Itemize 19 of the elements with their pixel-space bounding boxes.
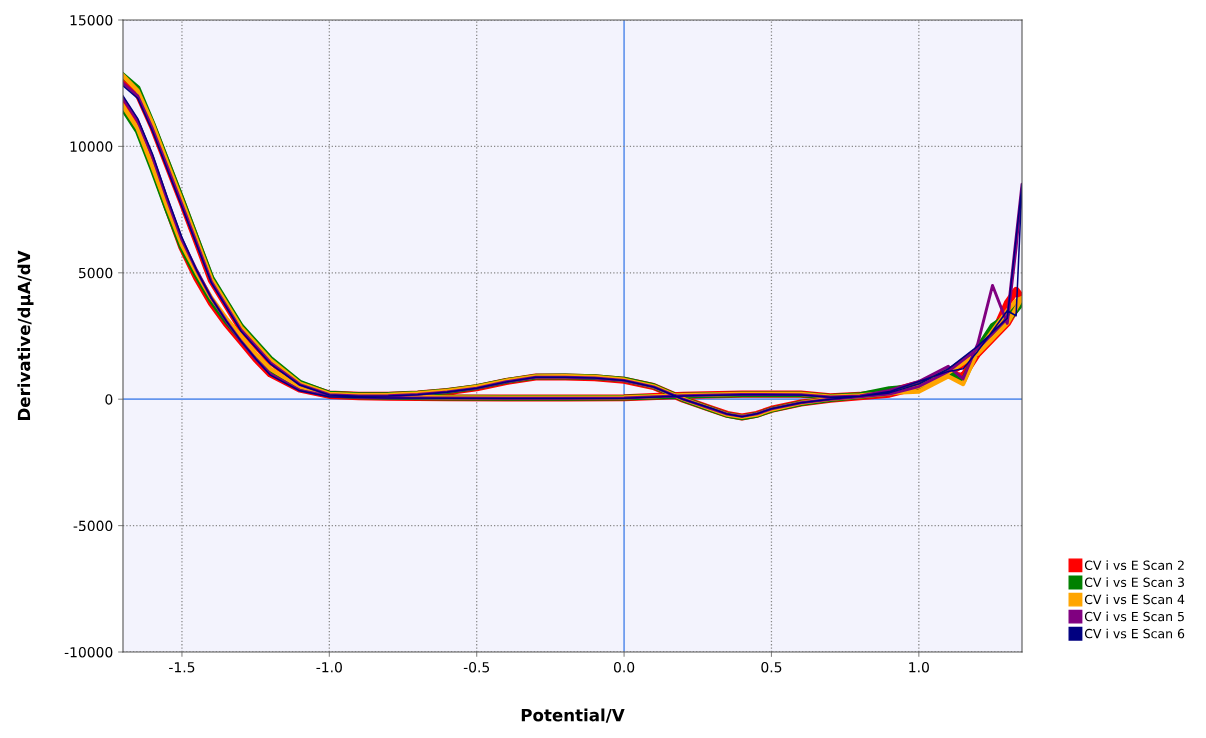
y-tick-label: 5000 bbox=[79, 267, 113, 279]
x-tick-label: -0.5 bbox=[463, 661, 490, 673]
y-tick-label: -10000 bbox=[64, 646, 113, 658]
x-tick-label: 0.0 bbox=[613, 661, 635, 673]
y-tick-label: 0 bbox=[105, 394, 113, 405]
legend-label: CV i vs E Scan 3 bbox=[1084, 577, 1184, 588]
legend-label: CV i vs E Scan 2 bbox=[1084, 560, 1184, 570]
y-tick-label: 10000 bbox=[70, 141, 113, 152]
x-tick-label: 1.0 bbox=[909, 661, 929, 673]
legend-label: CV i vs E Scan 4 bbox=[1084, 594, 1185, 605]
legend-label: CV i vs E Scan 5 bbox=[1084, 611, 1184, 622]
x-tick-label: -1.5 bbox=[169, 662, 195, 673]
x-tick-label: 0.5 bbox=[761, 661, 782, 673]
legend-label: CV i vs E Scan 6 bbox=[1084, 628, 1185, 639]
y-tick-label: 15000 bbox=[70, 14, 113, 26]
y-axis-title: Derivative/dµA/dV bbox=[17, 250, 34, 421]
x-axis-title: Potential/V bbox=[521, 708, 625, 723]
y-tick-label: -5000 bbox=[73, 520, 113, 532]
x-tick-label: -1.0 bbox=[316, 661, 342, 673]
